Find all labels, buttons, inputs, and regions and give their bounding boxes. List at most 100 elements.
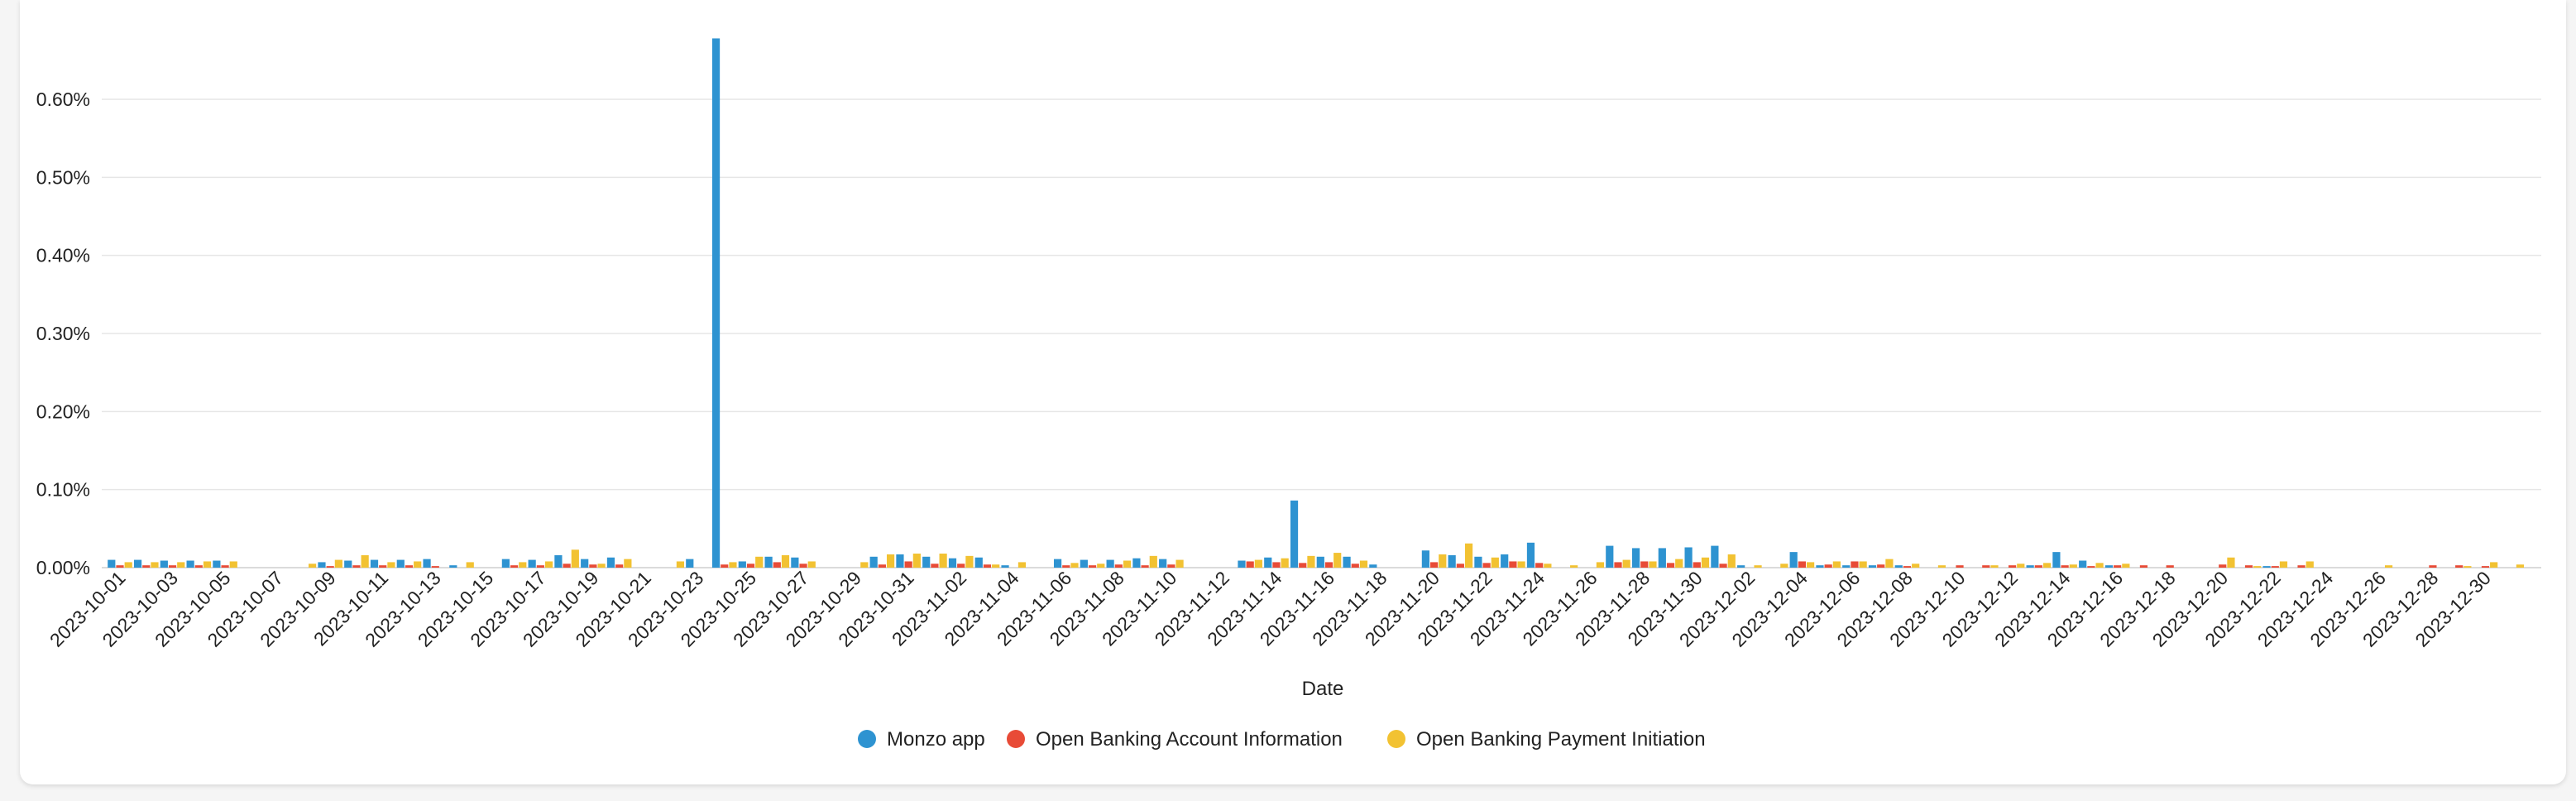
bar[interactable]: 2023-10-26 — [764, 556, 773, 568]
bar[interactable]: 2023-10-03 — [177, 562, 185, 568]
bar[interactable]: 2023-11-01 — [931, 564, 939, 568]
bar[interactable]: 2023-11-03 — [983, 564, 992, 568]
bar[interactable]: 2023-12-22 — [2279, 561, 2288, 568]
bar[interactable]: 2023-12-26 — [2384, 565, 2393, 568]
bar[interactable]: 2023-10-04 — [194, 565, 203, 568]
bar[interactable]: 2023-10-11 — [379, 565, 387, 568]
bar[interactable]: 2023-10-31 — [896, 554, 904, 568]
bar[interactable]: 2023-10-05 — [229, 561, 237, 568]
bar[interactable]: 2023-11-30 — [1693, 562, 1701, 568]
bar[interactable]: 2023-11-15 — [1299, 563, 1307, 568]
bar[interactable]: 2023-10-02 — [142, 565, 151, 568]
bar[interactable]: 2023-11-13 — [1254, 559, 1262, 568]
bar[interactable]: 2023-10-31 — [912, 554, 921, 568]
bar[interactable]: 2023-10-27 — [807, 561, 816, 568]
legend-item[interactable]: Monzo app — [858, 728, 985, 751]
bar[interactable]: 2023-10-12 — [396, 559, 405, 568]
bar[interactable]: 2023-11-01 — [939, 554, 947, 568]
bar[interactable]: 2023-10-26 — [773, 562, 781, 568]
bar[interactable]: 2023-11-20 — [1439, 554, 1447, 568]
bar[interactable]: 2023-12-10 — [1956, 565, 1964, 568]
bar[interactable]: 2023-12-02 — [1754, 565, 1762, 568]
bar[interactable]: 2023-12-29 — [2455, 565, 2463, 568]
bar[interactable]: 2023-11-29 — [1658, 548, 1666, 568]
bar[interactable]: 2023-10-29 — [860, 562, 869, 568]
bar[interactable]: 2023-11-10 — [1175, 559, 1184, 568]
bar[interactable]: 2023-10-16 — [510, 565, 519, 568]
bar[interactable]: 2023-10-23 — [686, 559, 694, 568]
bar[interactable]: 2023-11-07 — [1097, 564, 1105, 568]
bar[interactable]: 2023-12-01 — [1727, 554, 1736, 568]
bar[interactable]: 2023-12-13 — [2026, 565, 2034, 568]
bar[interactable]: 2023-10-13 — [423, 559, 431, 568]
bar[interactable]: 2023-11-30 — [1701, 557, 1710, 568]
bar[interactable]: 2023-11-14 — [1264, 557, 1272, 568]
bar[interactable]: 2023-11-08 — [1114, 564, 1123, 568]
bar[interactable]: 2023-12-06 — [1859, 561, 1867, 568]
bar[interactable]: 2023-12-29 — [2463, 566, 2472, 568]
bar[interactable]: 2023-11-08 — [1123, 560, 1132, 568]
bar[interactable]: 2023-12-13 — [2034, 565, 2042, 568]
bar[interactable]: 2023-10-14 — [449, 565, 457, 568]
bar[interactable]: 2023-10-20 — [624, 559, 632, 568]
bar[interactable]: 2023-12-11 — [1990, 565, 1999, 568]
bar[interactable]: 2023-11-16 — [1333, 553, 1342, 568]
bar[interactable]: 2023-11-23 — [1509, 561, 1517, 568]
bar[interactable]: 2023-10-30 — [878, 564, 886, 568]
bar[interactable]: 2023-12-20 — [2219, 564, 2227, 568]
bar[interactable]: 2023-10-14 — [466, 562, 474, 568]
bar[interactable]: 2023-11-25 — [1570, 565, 1578, 568]
bar[interactable]: 2023-11-13 — [1238, 560, 1246, 568]
bar[interactable]: 2023-11-30 — [1684, 547, 1693, 568]
bar[interactable]: 2023-11-27 — [1606, 545, 1614, 568]
bar[interactable]: 2023-12-22 — [2271, 566, 2279, 568]
bar[interactable]: 2023-11-29 — [1666, 563, 1675, 568]
bar[interactable]: 2023-10-10 — [352, 565, 361, 568]
bar[interactable]: 2023-11-17 — [1359, 560, 1368, 568]
bar[interactable]: 2023-10-09 — [334, 559, 342, 568]
bar[interactable]: 2023-10-30 — [886, 554, 895, 568]
bar[interactable]: 2023-11-24 — [1535, 563, 1544, 568]
bar[interactable]: 2023-11-15 — [1290, 500, 1299, 568]
bar[interactable]: 2023-11-15 — [1307, 555, 1315, 568]
bar[interactable]: 2023-12-21 — [2253, 566, 2262, 568]
bar[interactable]: 2023-10-12 — [414, 561, 422, 568]
bar[interactable]: 2023-10-27 — [791, 557, 799, 568]
bar[interactable]: 2023-11-01 — [922, 556, 931, 568]
bar[interactable]: 2023-10-30 — [869, 556, 878, 568]
bar[interactable]: 2023-12-07 — [1868, 565, 1877, 568]
bar[interactable]: 2023-11-03 — [992, 564, 1000, 568]
bar[interactable]: 2023-12-07 — [1877, 564, 1885, 568]
bar[interactable]: 2023-10-19 — [597, 564, 606, 568]
bar[interactable]: 2023-12-08 — [1903, 566, 1912, 568]
bar[interactable]: 2023-11-02 — [957, 564, 965, 568]
bar[interactable]: 2023-10-10 — [361, 554, 369, 568]
bar[interactable]: 2023-11-02 — [948, 558, 957, 568]
bar[interactable]: 2023-10-17 — [528, 559, 536, 568]
bar[interactable]: 2023-12-09 — [1937, 565, 1946, 568]
bar[interactable]: 2023-12-01 — [1719, 564, 1727, 568]
bar[interactable]: 2023-12-06 — [1842, 565, 1851, 568]
bar[interactable]: 2023-11-14 — [1281, 558, 1289, 568]
bar[interactable]: 2023-12-14 — [2052, 552, 2061, 568]
bar[interactable]: 2023-12-16 — [2122, 564, 2130, 568]
bar[interactable]: 2023-11-09 — [1141, 565, 1149, 568]
bar[interactable]: 2023-10-19 — [589, 564, 597, 568]
bar[interactable]: 2023-10-31 — [904, 561, 912, 568]
bar[interactable]: 2023-10-08 — [309, 564, 317, 568]
bar[interactable]: 2023-10-02 — [151, 562, 159, 568]
bar[interactable]: 2023-12-16 — [2114, 565, 2122, 568]
bar[interactable]: 2023-10-12 — [405, 565, 414, 568]
bar[interactable]: 2023-10-22 — [676, 561, 685, 568]
bar[interactable]: 2023-10-05 — [213, 560, 221, 568]
bar[interactable]: 2023-11-21 — [1448, 554, 1456, 568]
bar[interactable]: 2023-11-23 — [1501, 554, 1509, 568]
bar[interactable]: 2023-11-21 — [1464, 543, 1473, 568]
bar[interactable]: 2023-11-06 — [1070, 563, 1079, 568]
bar[interactable]: 2023-12-13 — [2042, 563, 2052, 568]
bar[interactable]: 2023-10-05 — [221, 565, 229, 568]
bar[interactable]: 2023-12-17 — [2139, 565, 2148, 568]
bar[interactable]: 2023-12-11 — [1982, 565, 1990, 568]
bar[interactable]: 2023-12-15 — [2079, 560, 2087, 568]
bar[interactable]: 2023-11-22 — [1491, 557, 1499, 568]
